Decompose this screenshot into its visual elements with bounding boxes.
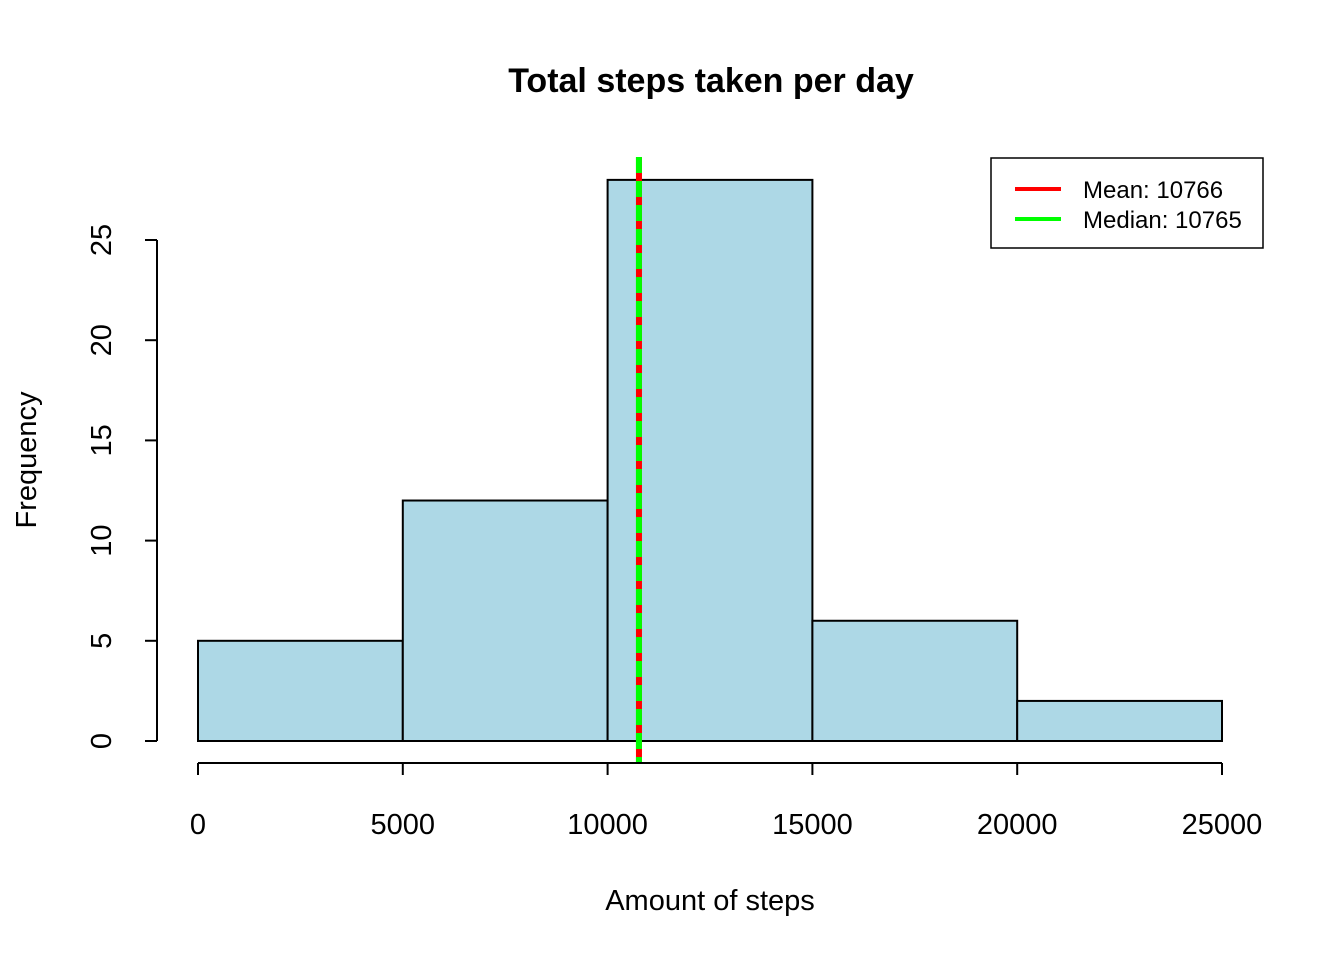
x-tick-label-2: 10000 bbox=[567, 809, 648, 841]
legend: Mean: 10766 Median: 10765 bbox=[990, 157, 1264, 249]
histogram-bar-1 bbox=[401, 499, 609, 742]
y-tick-label-2: 10 bbox=[86, 524, 118, 556]
x-tick-label-4: 20000 bbox=[977, 809, 1058, 841]
y-axis-label: Frequency bbox=[11, 391, 43, 529]
bars-group bbox=[197, 178, 1224, 743]
legend-label-mean: Mean: 10766 bbox=[1083, 177, 1223, 204]
x-axis: 0 5000 10000 15000 20000 25000 bbox=[190, 762, 1263, 841]
y-tick-label-5: 25 bbox=[86, 224, 118, 256]
x-tick-label-1: 5000 bbox=[371, 809, 436, 841]
y-tick-label-1: 5 bbox=[86, 633, 118, 649]
x-tick-label-0: 0 bbox=[190, 809, 206, 841]
x-tick-label-5: 25000 bbox=[1182, 809, 1263, 841]
y-tick-label-0: 0 bbox=[86, 733, 118, 749]
y-tick-label-4: 20 bbox=[86, 324, 118, 356]
histogram-bar-4 bbox=[1016, 699, 1224, 742]
histogram-bar-3 bbox=[811, 619, 1019, 743]
x-axis-label: Amount of steps bbox=[605, 885, 815, 917]
histogram-bar-0 bbox=[197, 639, 404, 742]
legend-box bbox=[990, 157, 1264, 249]
y-axis: 0 5 10 15 20 25 bbox=[86, 224, 158, 749]
x-tick-label-3: 15000 bbox=[772, 809, 853, 841]
legend-label-median: Median: 10765 bbox=[1083, 207, 1242, 234]
chart-title: Total steps taken per day bbox=[508, 62, 914, 100]
y-tick-label-3: 15 bbox=[86, 424, 118, 456]
